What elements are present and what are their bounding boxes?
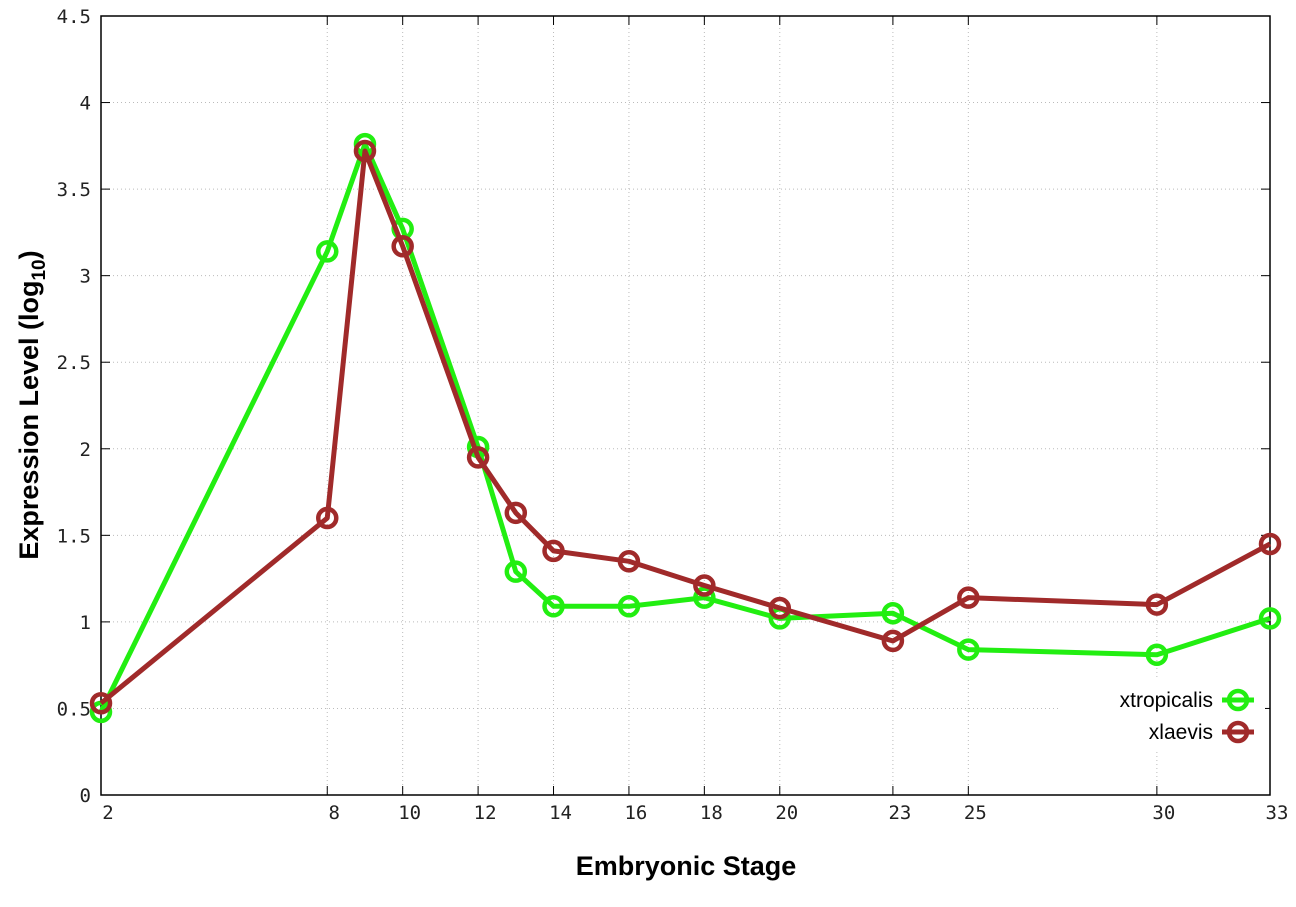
- series-line-xlaevis: [99, 148, 1272, 706]
- x-tick-label: 8: [329, 802, 340, 824]
- x-tick-label: 30: [1152, 802, 1175, 824]
- data-point-xlaevis: [693, 574, 716, 597]
- legend-label-xtropicalis: xtropicalis: [1120, 689, 1213, 712]
- y-tick-label: 0.5: [57, 698, 91, 720]
- data-point-xlaevis: [504, 501, 528, 525]
- data-point-xlaevis: [957, 586, 980, 609]
- y-axis-label: Expression Level (log10): [14, 250, 50, 559]
- grid: [101, 16, 1270, 795]
- legend-label-xlaevis: xlaevis: [1149, 721, 1213, 744]
- data-point-xtropicalis: [957, 638, 980, 661]
- x-tick-label: 10: [398, 802, 421, 824]
- y-tick-label: 3: [80, 266, 91, 288]
- x-tick-label: 20: [775, 802, 798, 824]
- data-point-xtropicalis: [881, 601, 905, 625]
- y-tick-label: 0: [80, 785, 91, 807]
- x-tick-label: 12: [474, 802, 497, 824]
- y-tick-label: 1: [80, 612, 91, 634]
- y-tick-label: 2.5: [57, 352, 91, 374]
- ticks: 0 0.5 1 1.5 2 2.5 3 3.5 4 4.5 2 8 10 12 14 16 18 20 23 25 30…: [57, 6, 1289, 824]
- series-line-xtropicalis: [98, 141, 1271, 714]
- y-tick-label: 2: [80, 439, 91, 461]
- data-point-xlaevis: [881, 629, 905, 653]
- data-point-xtropicalis: [316, 240, 339, 263]
- data-point-xtropicalis: [1258, 607, 1282, 630]
- x-tick-label: 25: [964, 802, 987, 824]
- y-tick-label: 4.5: [57, 6, 91, 28]
- series-xtropicalis: [89, 132, 1282, 724]
- x-tick-label: 23: [888, 802, 911, 824]
- data-point-xtropicalis: [504, 560, 528, 583]
- x-axis-label: Embryonic Stage: [576, 851, 797, 881]
- data-point-xlaevis: [617, 550, 641, 573]
- legend-marker-xlaevis: [1226, 720, 1250, 744]
- data-point-xtropicalis: [542, 595, 565, 618]
- legend: xtropicalis xlaevis: [1060, 680, 1265, 752]
- data-point-xlaevis: [1258, 532, 1282, 556]
- x-tick-label: 16: [624, 802, 647, 824]
- data-point-xtropicalis: [693, 586, 716, 609]
- data-point-xlaevis: [353, 139, 377, 163]
- x-tick-label: 33: [1266, 802, 1289, 824]
- data-point-xlaevis: [316, 506, 339, 530]
- x-tick-label: 2: [102, 802, 113, 824]
- data-point-xlaevis: [1145, 593, 1169, 616]
- data-point-xlaevis: [391, 234, 414, 258]
- y-tick-label: 3.5: [57, 179, 91, 201]
- data-point-xlaevis: [89, 692, 113, 715]
- x-tick-label: 18: [700, 802, 723, 824]
- y-tick-label: 1.5: [57, 525, 91, 547]
- series-xlaevis: [89, 139, 1282, 715]
- x-tick-label: 14: [549, 802, 572, 824]
- data-point-xtropicalis: [1145, 643, 1169, 667]
- data-point-xlaevis: [466, 446, 490, 469]
- data-point-xtropicalis: [617, 595, 641, 618]
- data-point-xlaevis: [768, 596, 792, 620]
- data-point-xlaevis: [542, 539, 565, 563]
- legend-marker-xtropicalis: [1226, 688, 1250, 712]
- y-tick-label: 4: [80, 93, 91, 115]
- series-layer: [89, 132, 1282, 724]
- plot-frame: [100, 15, 1271, 796]
